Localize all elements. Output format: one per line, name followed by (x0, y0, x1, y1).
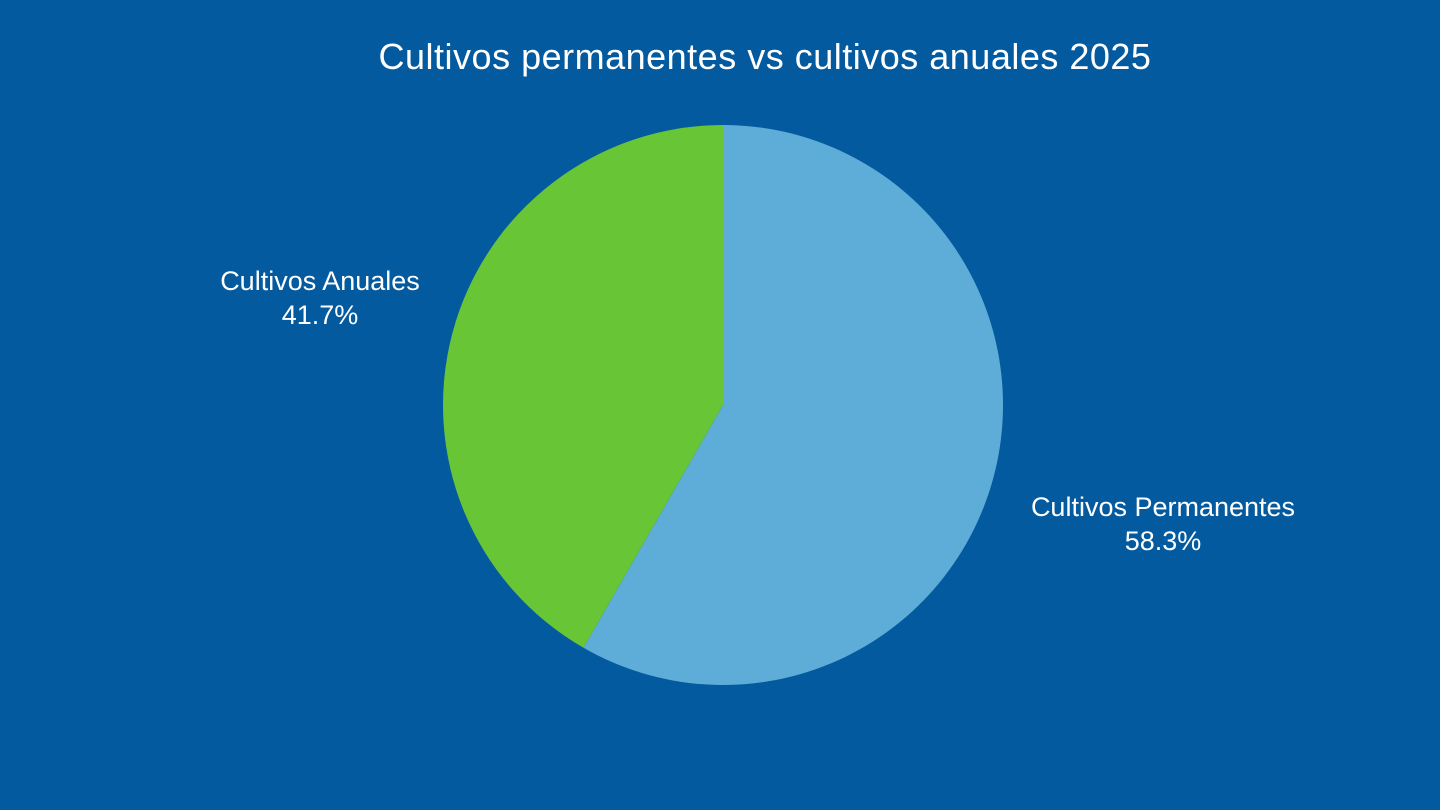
pie-slice-cultivos-permanentes (583, 125, 1004, 685)
slice-name: Cultivos Anuales (220, 266, 420, 296)
slice-percentage: 41.7% (281, 300, 359, 330)
slice-label-cultivos-permanentes: Cultivos Permanentes 58.3% (1031, 490, 1295, 558)
slice-name: Cultivos Permanentes (1030, 492, 1296, 522)
pie-slice-cultivos-anuales (443, 125, 723, 648)
chart-title: Cultivos permanentes vs cultivos anuales… (378, 36, 1152, 77)
slice-percentage: 58.3% (1124, 526, 1202, 556)
slice-label-cultivos-anuales: Cultivos Anuales 41.7% (220, 264, 420, 332)
